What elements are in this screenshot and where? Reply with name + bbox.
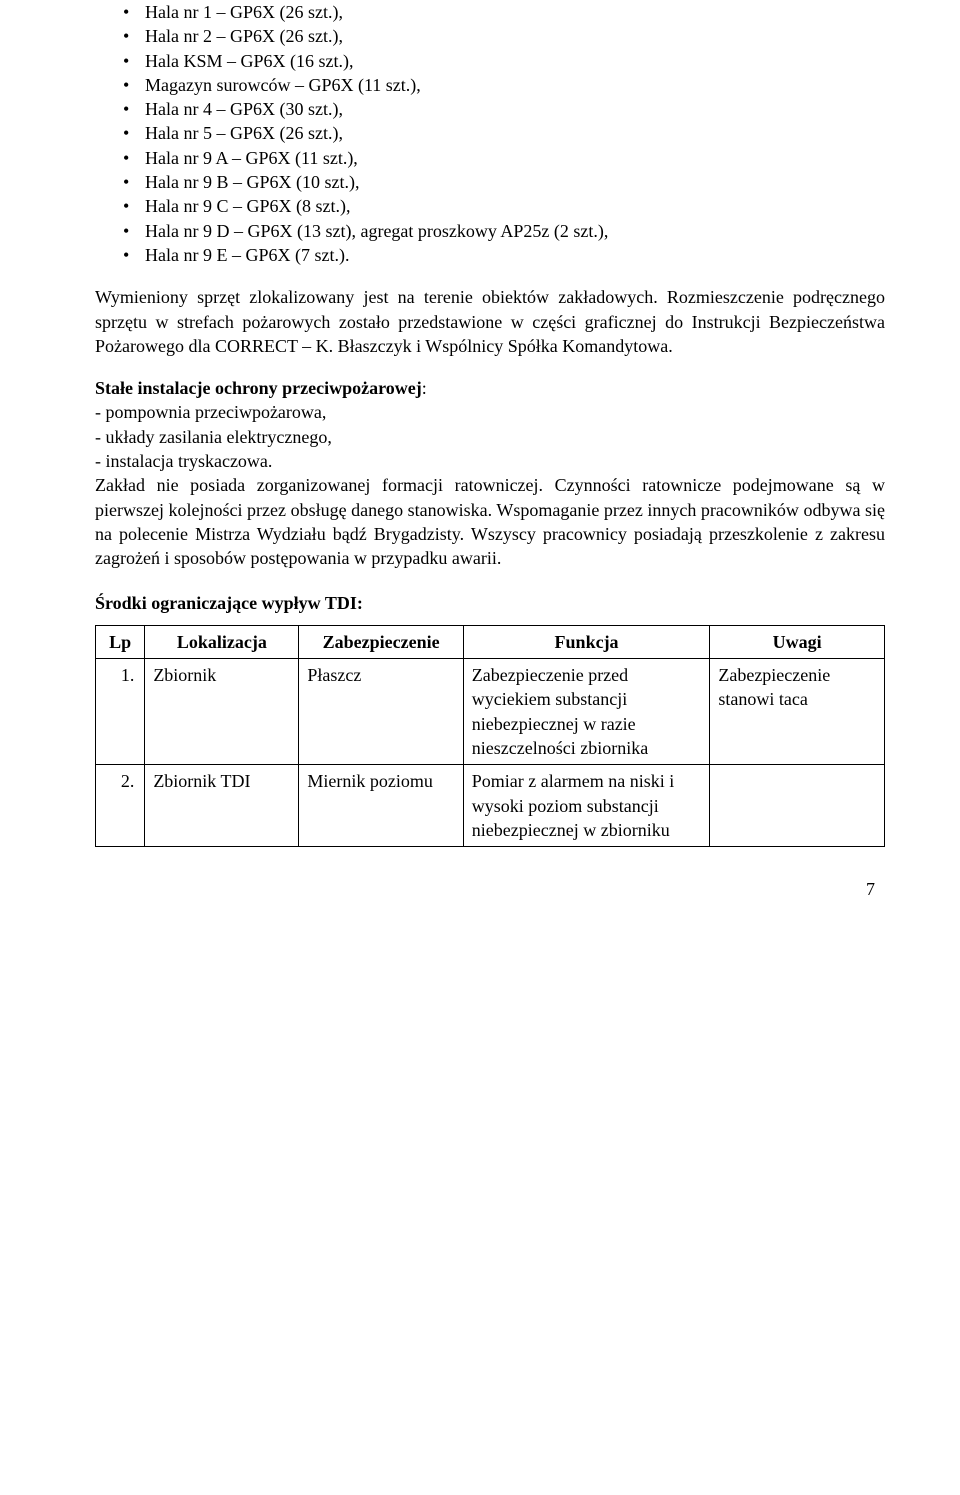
cell-uwagi (710, 765, 885, 847)
cell-lokalizacja: Zbiornik TDI (145, 765, 299, 847)
table-row: 2. Zbiornik TDI Miernik poziomu Pomiar z… (96, 765, 885, 847)
heading-text: Stałe instalacje ochrony przeciwpożarowe… (95, 378, 422, 398)
list-item: Hala nr 1 – GP6X (26 szt.), (123, 0, 885, 24)
list-item: Hala nr 9 B – GP6X (10 szt.), (123, 170, 885, 194)
cell-zabezpieczenie: Miernik poziomu (299, 765, 463, 847)
col-funkcja: Funkcja (463, 625, 710, 658)
list-item: Hala nr 9 C – GP6X (8 szt.), (123, 194, 885, 218)
equipment-list: Hala nr 1 – GP6X (26 szt.), Hala nr 2 – … (123, 0, 885, 267)
list-item: Hala nr 9 D – GP6X (13 szt), agregat pro… (123, 219, 885, 243)
list-item: Hala nr 4 – GP6X (30 szt.), (123, 97, 885, 121)
cell-uwagi: Zabezpieczenie stanowi taca (710, 659, 885, 765)
list-item: Magazyn surowców – GP6X (11 szt.), (123, 73, 885, 97)
list-item: Hala nr 9 A – GP6X (11 szt.), (123, 146, 885, 170)
cell-lp: 2. (96, 765, 145, 847)
fixed-installations-heading: Stałe instalacje ochrony przeciwpożarowe… (95, 376, 885, 400)
list-item: Hala nr 2 – GP6X (26 szt.), (123, 24, 885, 48)
fixed-item: - układy zasilania elektrycznego, (95, 425, 885, 449)
list-item: Hala nr 5 – GP6X (26 szt.), (123, 121, 885, 145)
fixed-installations-block: Stałe instalacje ochrony przeciwpożarowe… (95, 376, 885, 570)
cell-funkcja: Zabezpieczenie przed wyciekiem substancj… (463, 659, 710, 765)
col-uwagi: Uwagi (710, 625, 885, 658)
paragraph-equipment-note: Wymieniony sprzęt zlokalizowany jest na … (95, 285, 885, 358)
paragraph-rescue: Zakład nie posiada zorganizowanej formac… (95, 473, 885, 570)
col-lp: Lp (96, 625, 145, 658)
cell-lp: 1. (96, 659, 145, 765)
list-item: Hala KSM – GP6X (16 szt.), (123, 49, 885, 73)
table-header-row: Lp Lokalizacja Zabezpieczenie Funkcja Uw… (96, 625, 885, 658)
fixed-item: - pompownia przeciwpożarowa, (95, 400, 885, 424)
tdi-heading: Środki ograniczające wypływ TDI: (95, 591, 885, 615)
page-number: 7 (95, 877, 885, 901)
cell-funkcja: Pomiar z alarmem na niski i wysoki pozio… (463, 765, 710, 847)
fixed-item: - instalacja tryskaczowa. (95, 449, 885, 473)
col-zabezpieczenie: Zabezpieczenie (299, 625, 463, 658)
tdi-table: Lp Lokalizacja Zabezpieczenie Funkcja Uw… (95, 625, 885, 847)
cell-zabezpieczenie: Płaszcz (299, 659, 463, 765)
col-lokalizacja: Lokalizacja (145, 625, 299, 658)
table-row: 1. Zbiornik Płaszcz Zabezpieczenie przed… (96, 659, 885, 765)
cell-lokalizacja: Zbiornik (145, 659, 299, 765)
list-item: Hala nr 9 E – GP6X (7 szt.). (123, 243, 885, 267)
